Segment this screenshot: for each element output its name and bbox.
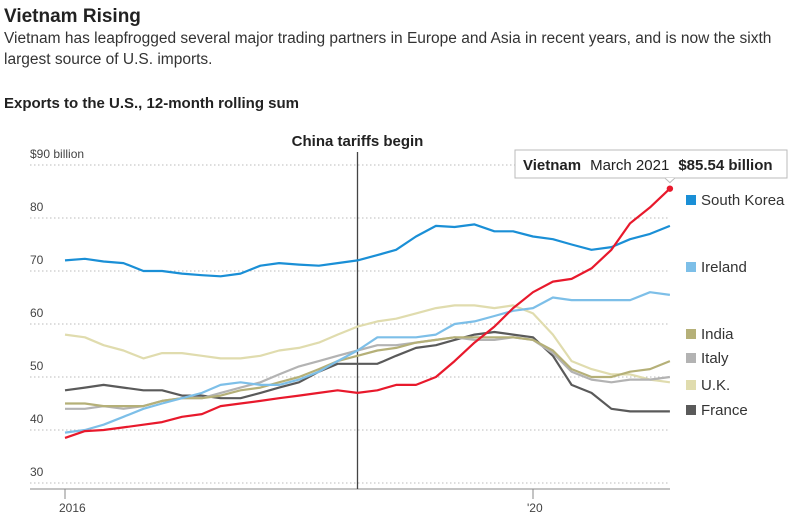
chart-subtitle: Vietnam has leapfrogged several major tr… bbox=[4, 30, 772, 68]
chart-title: Vietnam Rising bbox=[4, 6, 141, 27]
tooltip: Vietnam March 2021 $85.54 billion bbox=[514, 149, 788, 184]
legend-label: France bbox=[701, 402, 748, 419]
legend-label: South Korea bbox=[701, 192, 785, 209]
series-line bbox=[64, 304, 671, 384]
y-axis-label: Exports to the U.S., 12-month rolling su… bbox=[4, 95, 299, 112]
x-tick-label: 2016 bbox=[59, 501, 86, 515]
end-point bbox=[666, 185, 674, 192]
series-line bbox=[64, 330, 670, 413]
tooltip-series: Vietnam bbox=[523, 157, 581, 174]
subtitle-box: Vietnam has leapfrogged several major tr… bbox=[4, 30, 772, 68]
tooltip-text: Vietnam March 2021 $85.54 billion bbox=[523, 157, 773, 174]
series-line bbox=[64, 223, 671, 278]
legend-swatch bbox=[686, 405, 696, 415]
tooltip-date: March 2021 bbox=[590, 157, 669, 174]
legend-swatch bbox=[686, 262, 696, 272]
annotation-text: China tariffs begin bbox=[292, 133, 424, 150]
series-line bbox=[65, 336, 671, 408]
tooltip-pointer bbox=[664, 177, 676, 184]
legend-swatch bbox=[686, 329, 696, 339]
legend-label: U.K. bbox=[701, 377, 730, 394]
tooltip-value: $85.54 billion bbox=[678, 157, 772, 174]
y-tick-label: 40 bbox=[30, 412, 44, 426]
y-tick-label: 50 bbox=[30, 359, 44, 373]
y-tick-label: 70 bbox=[30, 253, 44, 267]
y-tick-label: $90 billion bbox=[30, 147, 84, 161]
tooltip-box bbox=[514, 149, 788, 179]
x-tick-label: '20 bbox=[527, 501, 543, 515]
legend-label: Italy bbox=[701, 350, 729, 367]
y-tick-label: 80 bbox=[30, 200, 44, 214]
y-tick-label: 30 bbox=[30, 465, 44, 479]
series-line bbox=[64, 291, 671, 434]
legend-swatch bbox=[686, 353, 696, 363]
y-tick-label: 60 bbox=[30, 306, 44, 320]
legend-swatch bbox=[686, 380, 696, 390]
legend-swatch bbox=[686, 195, 696, 205]
legend-label: Ireland bbox=[701, 259, 747, 276]
legend-label: India bbox=[701, 326, 734, 343]
series-line bbox=[64, 187, 671, 439]
